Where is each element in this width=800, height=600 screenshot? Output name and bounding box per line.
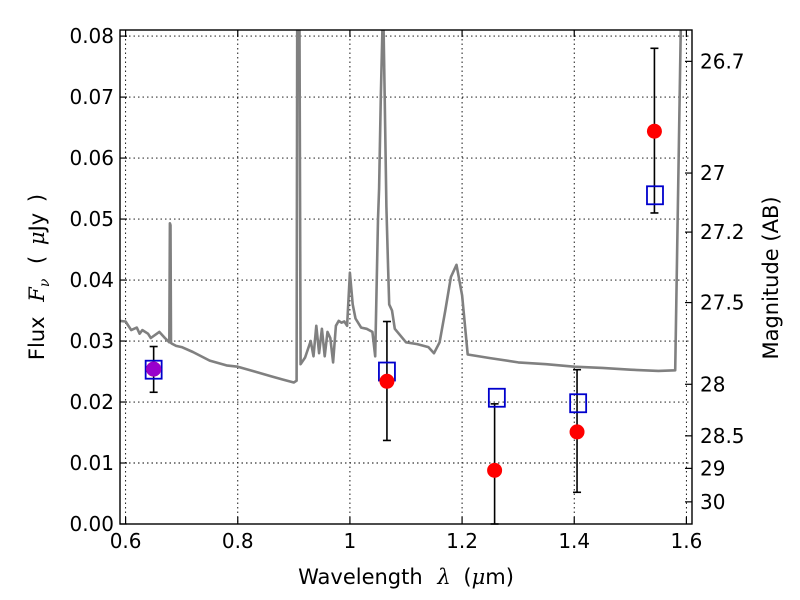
y-tick-label: 0.02 — [69, 390, 114, 414]
x-axis-unit: m) — [485, 565, 514, 589]
y-tick-label: 0.06 — [69, 146, 114, 170]
y2-axis-title: Magnitude (AB) — [759, 196, 783, 359]
y-tick-label: 0.03 — [69, 329, 114, 353]
y-axis-mu: μ — [25, 231, 49, 245]
x-axis-title-word: Wavelength — [298, 565, 423, 589]
y2-tick-label: 27 — [700, 161, 725, 185]
y-tick-label: 0.08 — [69, 24, 114, 48]
x-tick-label: 1.6 — [670, 529, 702, 553]
y-tick-label: 0.00 — [69, 512, 114, 536]
plot-frame — [119, 29, 693, 525]
data-point — [646, 123, 662, 139]
y2-tick-label: 30 — [700, 490, 725, 514]
y-axis-title-word: Flux — [25, 316, 49, 360]
x-tick-label: 1.2 — [446, 529, 478, 553]
data-point — [379, 373, 395, 389]
y-axis-unit: Jy — [25, 213, 49, 234]
blended-point — [146, 361, 162, 377]
y-tick-label: 0.04 — [69, 268, 114, 292]
y-tick-label: 0.07 — [69, 85, 114, 109]
y-axis-f: F — [25, 286, 49, 303]
x-axis-title: Wavelength λ (μm) — [298, 565, 514, 589]
y-axis-paren-open: ( — [25, 256, 49, 264]
data-point — [569, 424, 585, 440]
ticks: 0.6 0.8 1 1.2 1.4 1.6 0.00 0.01 0.02 0.03 0.04 0.05… — [69, 24, 744, 553]
y-axis-title: Flux Fν ( μJy ) — [25, 194, 54, 360]
y-tick-label: 0.01 — [69, 451, 114, 475]
x-tick-label: 1 — [344, 529, 357, 553]
model-point — [569, 393, 588, 414]
x-tick-label: 0.8 — [222, 529, 254, 553]
x-axis-mu: μ — [472, 565, 486, 589]
markers — [144, 47, 664, 525]
plot-area — [120, 30, 683, 384]
x-tick-label: 1.4 — [558, 529, 590, 553]
x-axis-paren-open: ( — [463, 565, 471, 589]
model-point — [646, 185, 664, 206]
y-axis-nu: ν — [37, 278, 53, 287]
spectrum-line — [120, 30, 683, 384]
model-point — [487, 387, 506, 408]
y2-tick-label: 27.2 — [700, 220, 745, 244]
y2-tick-label: 28.5 — [700, 424, 745, 448]
data-point — [487, 462, 503, 478]
y2-tick-label: 28 — [700, 372, 725, 396]
y-tick-label: 0.05 — [69, 207, 114, 231]
y2-tick-label: 27.5 — [700, 291, 745, 315]
y-axis-paren-close: ) — [25, 194, 49, 202]
x-axis-lambda: λ — [436, 565, 450, 589]
x-tick-label: 0.6 — [110, 529, 142, 553]
y2-tick-label: 29 — [700, 456, 725, 480]
model-point — [144, 359, 163, 380]
y2-tick-label: 26.7 — [700, 49, 745, 73]
